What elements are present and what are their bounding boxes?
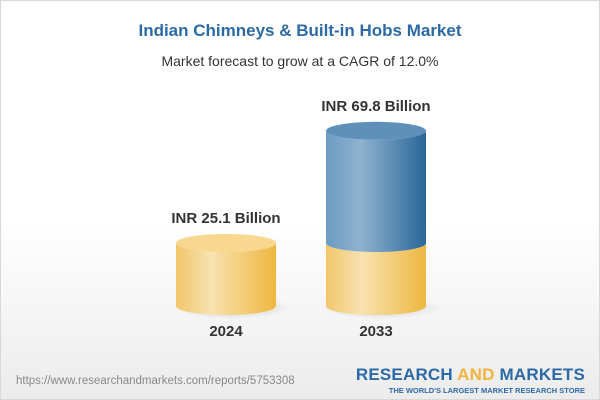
research-and-markets-logo: RESEARCH AND MARKETS THE WORLD'S LARGEST…: [355, 365, 585, 396]
logo-tagline: THE WORLD'S LARGEST MARKET RESEARCH STOR…: [388, 386, 585, 395]
data-label: INR 69.8 Billion: [321, 98, 430, 115]
bar-2024-base-segment: [176, 242, 276, 315]
logo-text-and: AND: [457, 365, 495, 384]
bar-2033-growth-segment: [326, 130, 426, 252]
bar-2024-top: [176, 233, 276, 252]
logo-text: MARKETS: [494, 365, 585, 384]
cylinder-chart: INR 25.1 Billion 2024 INR 69.8 Billion 2033: [171, 98, 442, 340]
x-tick-label: 2024: [209, 323, 243, 340]
chart-title: Indian Chimneys & Built-in Hobs Market: [138, 21, 462, 40]
logo-text: RESEARCH: [355, 365, 458, 384]
bar-2033-top: [326, 121, 426, 140]
source-url[interactable]: https://www.researchandmarkets.com/repor…: [16, 375, 295, 387]
x-tick-label: 2033: [359, 323, 392, 340]
chart-subtitle: Market forecast to grow at a CAGR of 12.…: [161, 53, 439, 69]
data-label: INR 25.1 Billion: [171, 210, 280, 227]
bar-2033-base-segment: [326, 242, 426, 315]
